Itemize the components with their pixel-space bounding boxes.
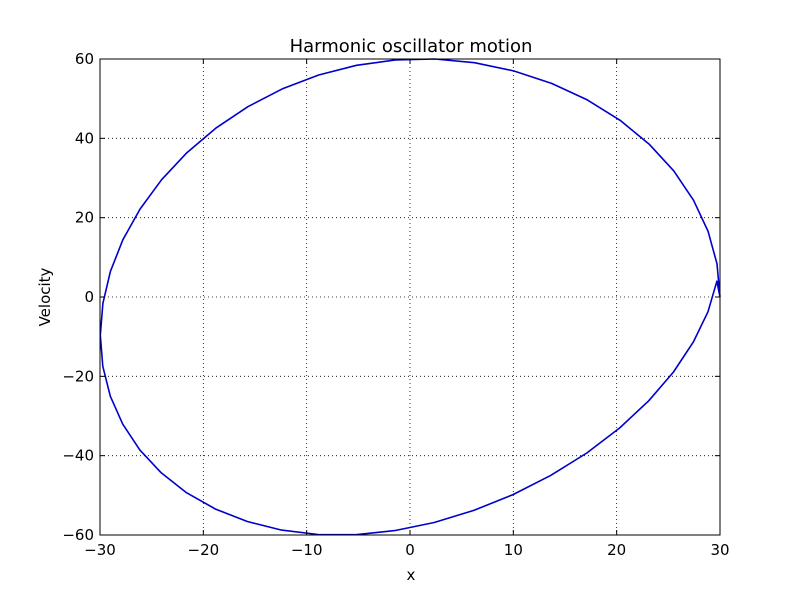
x-axis: −30 −20 −10 0 10 20 30 — [84, 541, 729, 559]
y-axis: −60 −40 −20 0 20 40 60 — [62, 50, 94, 544]
chart-title: Harmonic oscillator motion — [290, 36, 533, 57]
y-tick-label: −60 — [62, 526, 94, 544]
x-axis-title: x — [407, 566, 416, 584]
y-tick-label: 0 — [84, 288, 94, 306]
x-tick-label: −30 — [84, 541, 116, 559]
y-tick-label: 20 — [75, 209, 94, 227]
x-tick-label: 20 — [607, 541, 626, 559]
x-tick-label: −10 — [291, 541, 323, 559]
grid — [99, 58, 721, 536]
x-tick-label: 0 — [405, 541, 415, 559]
y-tick-label: 40 — [75, 129, 94, 147]
y-tick-label: −40 — [62, 447, 94, 465]
x-tick-label: 10 — [504, 541, 523, 559]
x-tick-label: 30 — [710, 541, 729, 559]
y-axis-title: Velocity — [36, 267, 54, 326]
y-tick-label: 60 — [75, 50, 94, 68]
y-tick-label: −20 — [62, 367, 94, 385]
x-tick-label: −20 — [188, 541, 220, 559]
ticks — [99, 58, 721, 536]
